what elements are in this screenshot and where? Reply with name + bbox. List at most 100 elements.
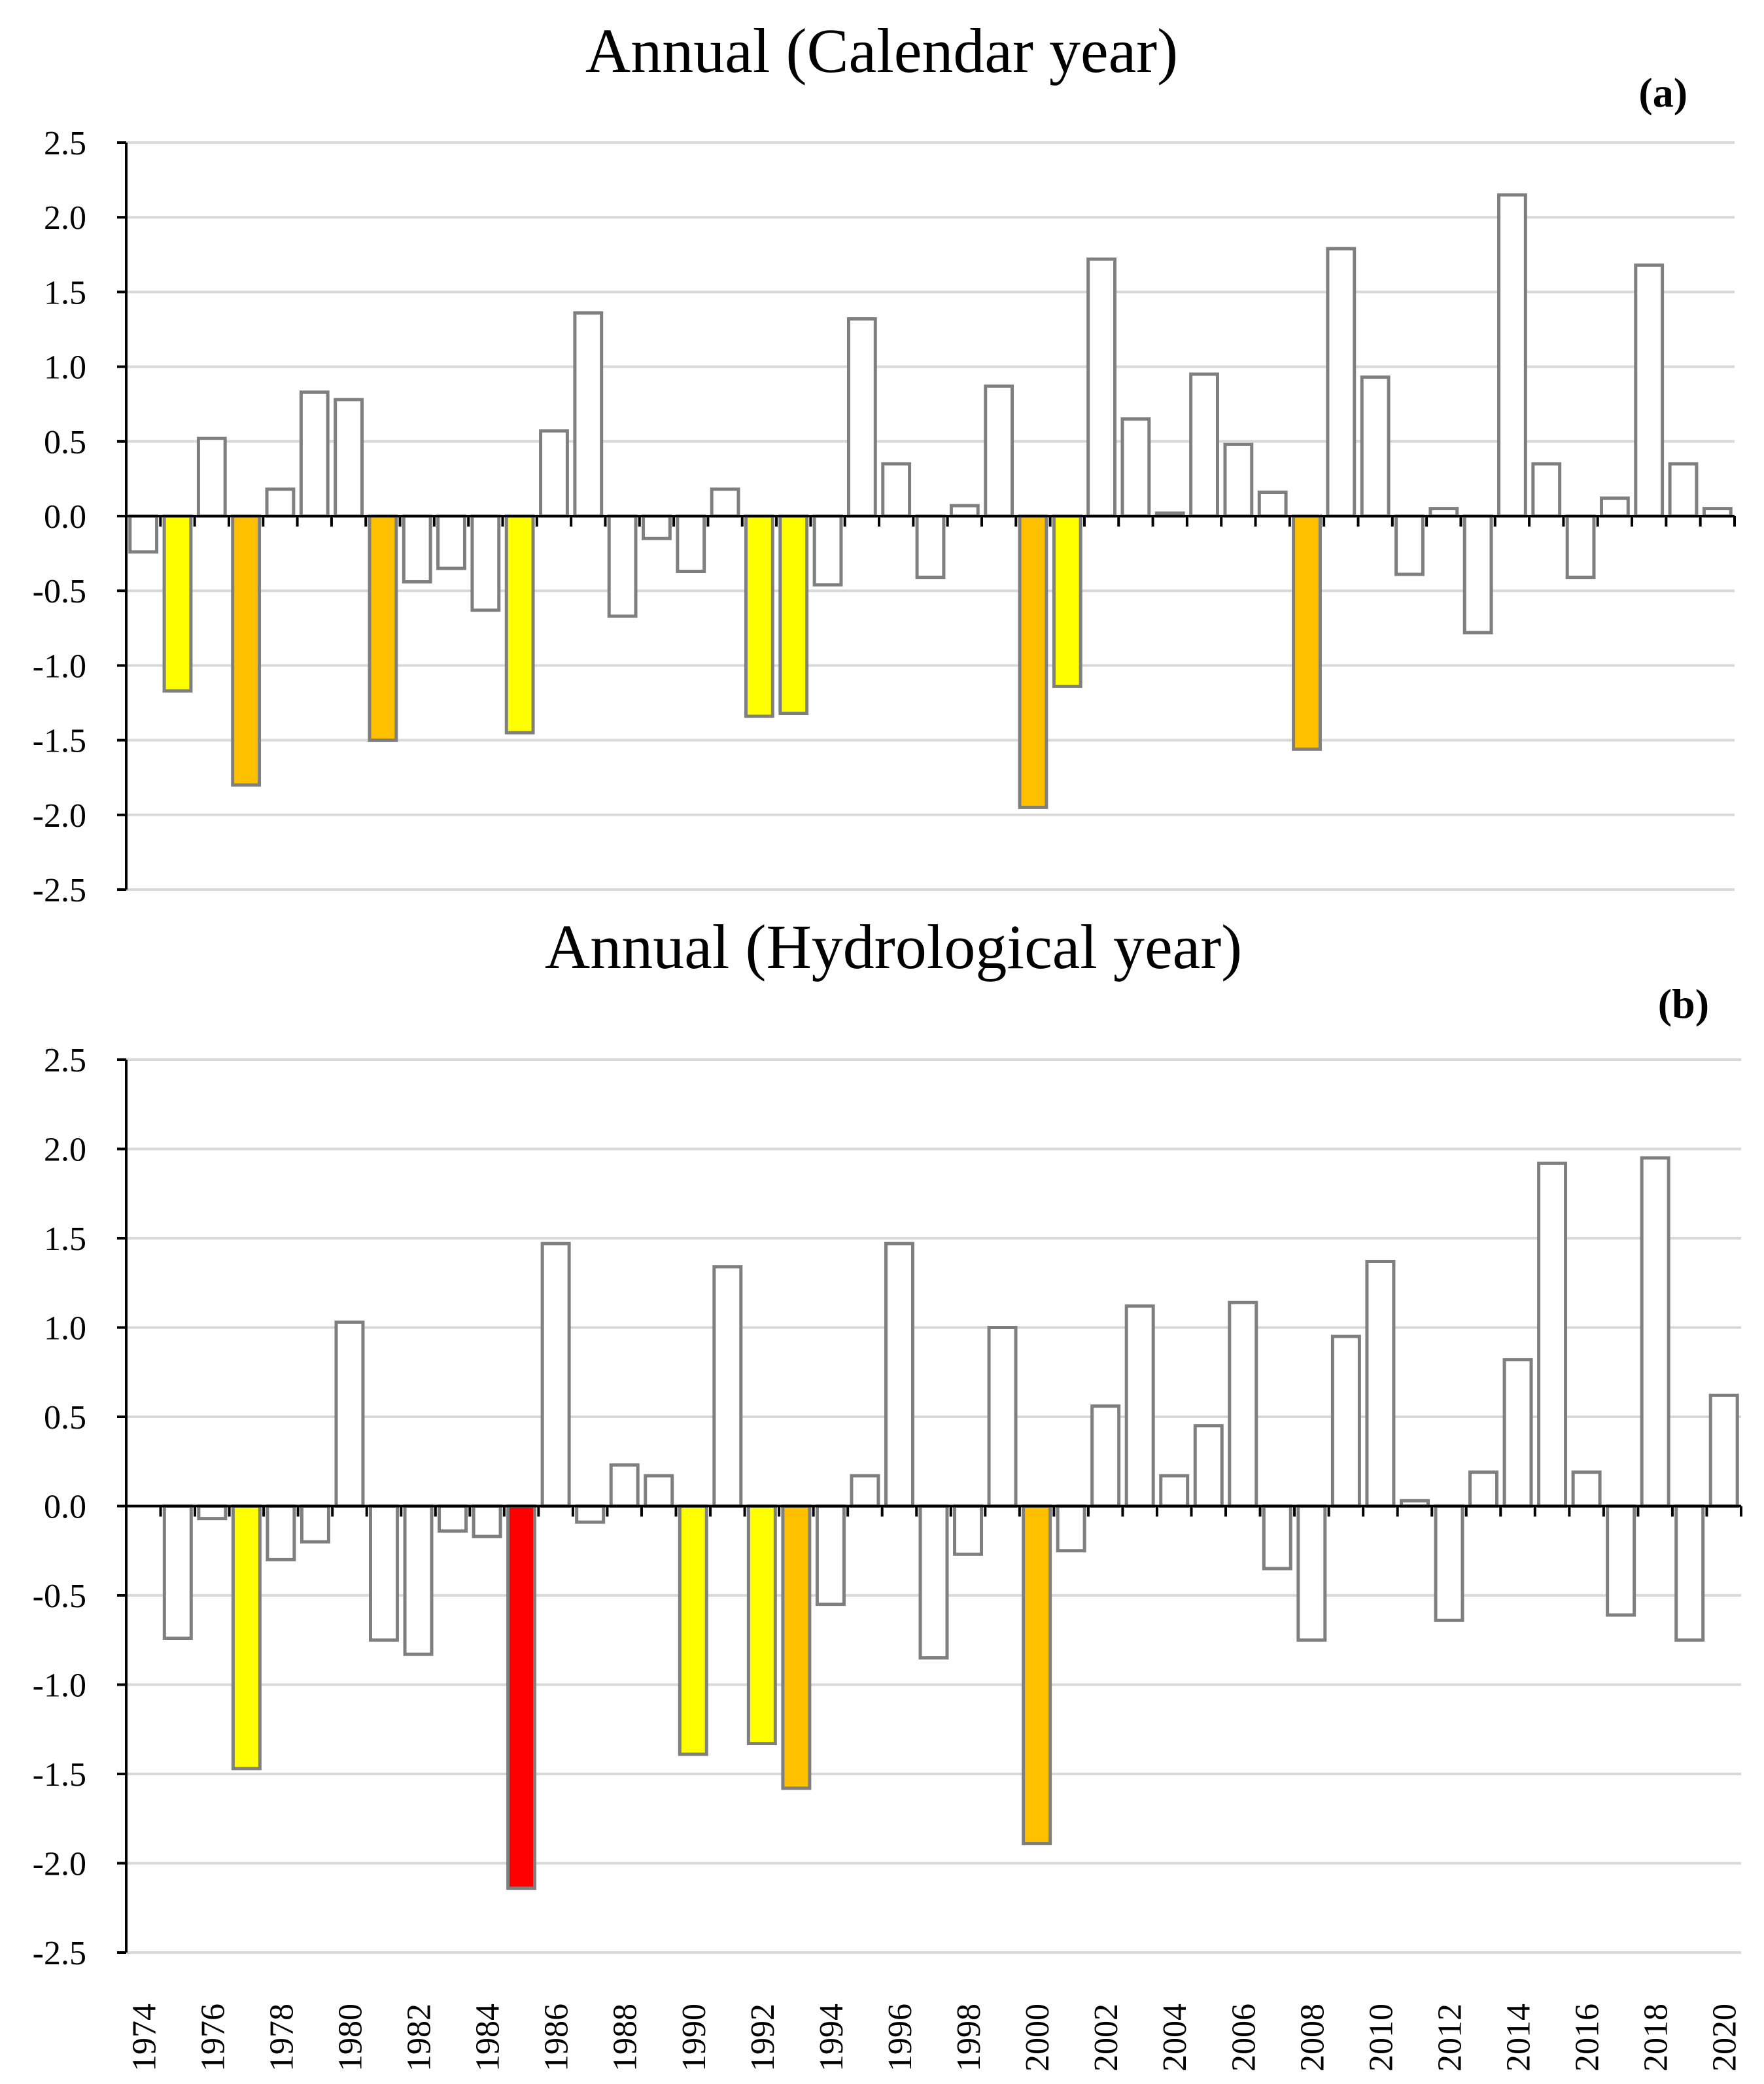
chart-a-y-tick-labels: 2.5 2.0 1.5 1.0 0.5 0.0 -0.5 -1.0 -1.5 -2.0 -2.5 (33, 125, 86, 909)
chart-b-x-tick-label: 2000 (1019, 2004, 1056, 2072)
chart-b-bar-2005 (1193, 1424, 1224, 1508)
chart-b-y-tick-label: -1.0 (33, 1667, 86, 1705)
chart-b-bar-1980 (334, 1320, 365, 1508)
chart-b-bar-2008 (1296, 1504, 1327, 1642)
chart-a-bars (128, 193, 1733, 809)
chart-a-bar-1976 (196, 436, 227, 518)
chart-b-bar-1998 (953, 1504, 984, 1556)
chart-b-x-tick-label: 1988 (607, 2004, 644, 2072)
chart-b-x-tick-labels: 1974 1976 1978 1980 1982 1984 1986 1988 1990 1992… (126, 2004, 1743, 2072)
chart-b-x-tick-label: 2004 (1156, 2004, 1194, 2072)
chart-b-bar-1987 (575, 1504, 606, 1524)
chart-b-bar-1979 (300, 1504, 330, 1544)
chart-b-x-tick-label: 1980 (332, 2004, 369, 2072)
chart-a-bar-2017 (1599, 496, 1630, 518)
chart-a-bar-2009 (1326, 247, 1357, 518)
chart-a-bar-1977 (231, 514, 262, 787)
chart-b-bar-2016 (1571, 1470, 1602, 1508)
chart-b-bars (162, 1156, 1739, 1890)
chart-a-panel-label: (a) (1638, 69, 1687, 116)
chart-a-bar-2001 (1052, 514, 1082, 688)
chart-b-x-tick-label: 1990 (676, 2004, 713, 2072)
chart-a-bar-1996 (881, 462, 912, 518)
chart-b-y-tick-label: 0.5 (44, 1399, 86, 1436)
chart-a-bar-2015 (1531, 462, 1562, 518)
chart-b-x-tick-label: 2012 (1431, 2004, 1468, 2072)
chart-b-x-tick-label: 1976 (194, 2004, 232, 2072)
chart-b-y-tick-label: -2.5 (33, 1935, 86, 1972)
chart-a-gridlines (126, 141, 1735, 891)
chart-b-x-tick-label: 2014 (1500, 2004, 1538, 2072)
chart-b-x-tick-label: 1978 (263, 2004, 300, 2072)
chart-a-bar-2003 (1120, 417, 1151, 518)
chart-a-bar-1986 (539, 429, 569, 518)
chart-b-panel-label: (b) (1658, 981, 1709, 1027)
chart-b-axes (117, 1058, 1742, 1954)
chart-b-bar-2017 (1606, 1504, 1636, 1617)
chart-b-x-tick-label: 2008 (1294, 2004, 1331, 2072)
chart-b-x-tick-label: 1974 (126, 2004, 163, 2072)
chart-b-bar-2013 (1468, 1470, 1498, 1508)
chart-b-x-tick-label: 2020 (1706, 2004, 1744, 2072)
chart-a-title: Annual (Calendar year) (585, 16, 1178, 86)
chart-a-bar-1978 (265, 487, 296, 518)
chart-a-bar-1988 (607, 514, 638, 618)
chart-b-x-tick-label: 1998 (950, 2004, 988, 2072)
chart-b-bar-2015 (1537, 1161, 1568, 1508)
chart-a-bar-1975 (162, 514, 193, 693)
chart-b-x-tick-label: 2018 (1638, 2004, 1675, 2072)
chart-b-bar-1978 (266, 1504, 296, 1561)
chart-a-bar-1991 (710, 487, 740, 518)
chart-a-bar-1997 (915, 514, 946, 580)
chart-a-bar-1980 (334, 398, 364, 518)
chart-b-x-tick-label: 2002 (1088, 2004, 1125, 2072)
chart-b-title: Annual (Hydrological year) (545, 912, 1242, 982)
chart-b-bar-1988 (609, 1463, 640, 1508)
chart-b-bar-2007 (1262, 1504, 1292, 1571)
chart-a-bar-2000 (1018, 514, 1048, 809)
chart-a-bar-1984 (470, 514, 501, 612)
chart-a-y-tick-label: -0.5 (33, 573, 86, 610)
chart-b-bar-1982 (403, 1504, 434, 1656)
chart-a-y-tick-label: -1.0 (33, 648, 86, 685)
chart-b-x-tick-label: 1994 (813, 2004, 850, 2072)
chart-b-bar-2002 (1090, 1404, 1121, 1508)
chart-b-y-tick-label: -0.5 (33, 1578, 86, 1615)
chart-a-bar-1994 (812, 514, 843, 587)
chart-b-bar-2003 (1124, 1304, 1155, 1508)
chart-b-bar-2006 (1228, 1300, 1258, 1508)
chart-a-bar-1979 (299, 390, 330, 518)
chart-b-x-tick-label: 2010 (1362, 2004, 1400, 2072)
chart-b-x-tick-label: 2006 (1225, 2004, 1262, 2072)
chart-a-bar-1998 (949, 504, 980, 518)
chart-b-bar-2000 (1022, 1504, 1052, 1845)
chart-b-y-tick-label: 1.0 (44, 1310, 86, 1347)
chart-a-bar-2019 (1668, 462, 1699, 518)
chart-b-y-tick-label: 2.5 (44, 1042, 86, 1079)
chart-a-axes (117, 141, 1736, 891)
chart-b-bar-2020 (1708, 1393, 1739, 1508)
chart-a-bar-1992 (744, 514, 774, 718)
chart-a-bar-2005 (1189, 372, 1219, 518)
chart-b-x-tick-label: 1982 (401, 2004, 438, 2072)
chart-b-bar-1991 (712, 1265, 743, 1508)
chart-a-y-tick-label: 0.0 (44, 498, 86, 536)
chart-a-bar-1993 (778, 514, 809, 715)
chart-a-bar-2007 (1257, 490, 1288, 518)
chart-b-y-tick-label: 0.0 (44, 1489, 86, 1526)
chart-a-bar-1981 (368, 514, 398, 742)
chart-b-bar-2012 (1434, 1504, 1464, 1622)
chart-a-bar-2011 (1394, 514, 1425, 576)
chart-b-x-tick-label: 1996 (882, 2004, 919, 2072)
chart-a-bar-1999 (984, 384, 1014, 518)
chart-a-bar-2016 (1565, 514, 1596, 580)
chart-b-bar-2019 (1674, 1504, 1705, 1642)
chart-b-bar-1999 (987, 1326, 1018, 1508)
chart-b-bar-2018 (1640, 1156, 1670, 1508)
chart-a-bar-2013 (1462, 514, 1493, 634)
chart-b-y-tick-label: -2.0 (33, 1846, 86, 1883)
chart-b-x-tick-label: 1992 (744, 2004, 782, 2072)
chart-b-bar-1986 (540, 1242, 571, 1508)
chart-a-y-tick-label: -2.5 (33, 872, 86, 909)
